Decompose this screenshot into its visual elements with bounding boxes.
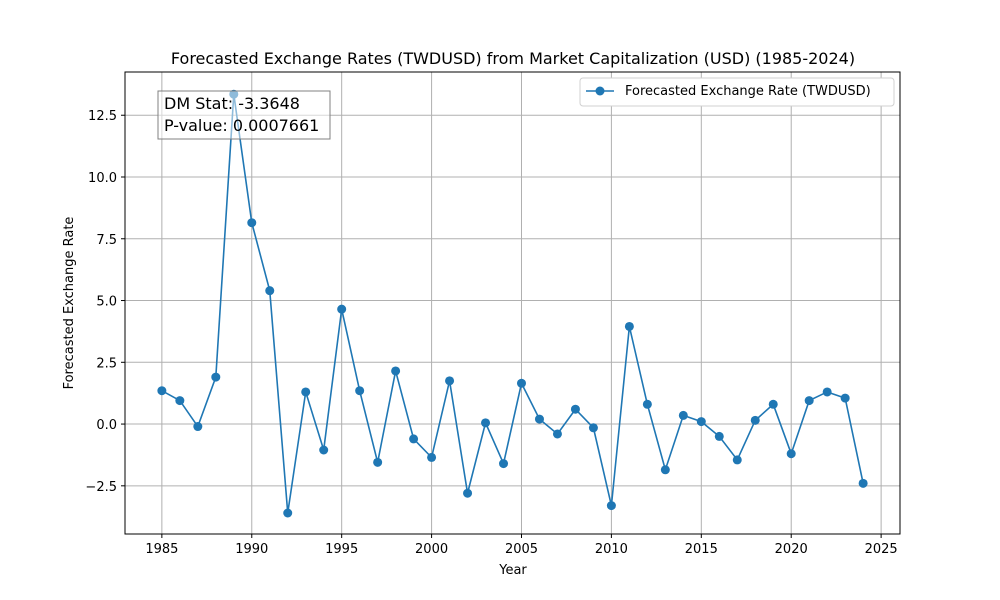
data-point [660,465,670,475]
data-point [714,431,724,441]
x-tick-label: 1985 [145,542,178,557]
legend-marker-swatch [595,86,605,96]
data-point [696,417,706,427]
data-point [678,410,688,420]
data-point [606,501,616,511]
y-axis-label: Forecasted Exchange Rate [62,217,77,390]
data-point [534,414,544,424]
data-point [732,455,742,465]
data-point [552,429,562,439]
data-point [481,418,491,428]
data-point [427,452,437,462]
chart-title: Forecasted Exchange Rates (TWDUSD) from … [171,49,855,68]
data-points [157,89,868,518]
y-axis: −2.5 0.0 2.5 5.0 7.5 10.0 12.5 [85,109,125,495]
data-point [193,422,203,432]
data-point [355,386,365,396]
data-point [804,396,814,406]
x-tick-label: 2020 [775,542,808,557]
y-tick-label: 0.0 [96,418,117,433]
data-point [588,423,598,433]
x-tick-label: 2005 [505,542,538,557]
data-point [768,399,778,409]
stats-box [157,90,331,140]
x-tick-label: 2025 [865,542,898,557]
data-point [858,478,868,488]
y-tick-label: 12.5 [88,109,117,124]
data-point [516,378,526,388]
stats-annotation: DM Stat: -3.3648 P-value: 0.0007661 [157,90,331,140]
data-point [840,393,850,403]
data-point [265,286,275,296]
data-point [463,488,473,498]
data-point [157,386,167,396]
y-tick-label: 7.5 [96,233,117,248]
data-point [409,434,419,444]
data-point [499,459,509,469]
data-point [373,457,383,467]
x-tick-label: 2000 [415,542,448,557]
x-tick-label: 2010 [595,542,628,557]
legend: Forecasted Exchange Rate (TWDUSD) [579,77,895,107]
data-point [211,372,221,382]
y-tick-label: 10.0 [88,171,117,186]
data-point [175,396,185,406]
plot-frame [124,71,901,535]
data-point [786,449,796,459]
p-value-text: P-value: 0.0007661 [164,116,319,135]
x-axis-label: Year [498,563,527,578]
data-point [247,218,257,228]
y-tick-label: 2.5 [96,356,117,371]
grid [125,72,900,534]
data-point [822,387,832,397]
data-point [337,304,347,314]
x-tick-label: 1995 [325,542,358,557]
data-point [319,445,329,455]
data-point [750,415,760,425]
data-point [642,399,652,409]
x-tick-label: 1990 [235,542,268,557]
dm-stat-text: DM Stat: -3.3648 [164,94,300,113]
x-axis: 1985 1990 1995 2000 2005 2010 2015 2020 2025 [145,534,898,557]
y-tick-label: −2.5 [85,480,117,495]
data-point [391,366,401,376]
data-point [283,508,293,518]
data-point [570,404,580,414]
series-line [161,94,864,514]
x-tick-label: 2015 [685,542,718,557]
data-point [445,376,455,386]
data-point [624,321,634,331]
data-point [301,387,311,397]
y-tick-label: 5.0 [96,295,117,310]
legend-box [579,77,895,107]
legend-label: Forecasted Exchange Rate (TWDUSD) [625,84,871,99]
